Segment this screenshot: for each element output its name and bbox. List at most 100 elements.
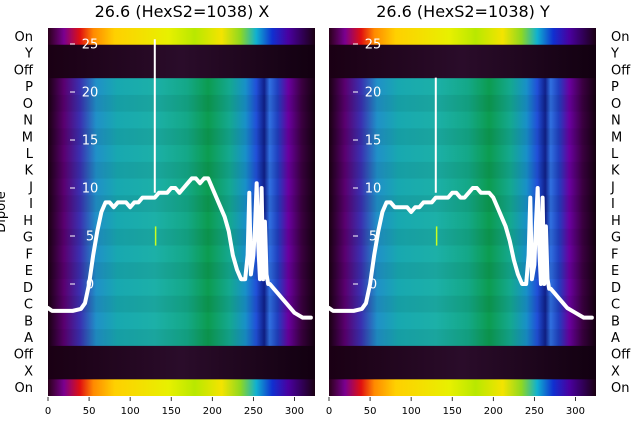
heatmap-area <box>329 28 596 396</box>
row-label: Off <box>611 348 631 363</box>
heatmap-row-shade <box>48 94 315 113</box>
heatmap-row <box>48 212 315 230</box>
heatmap-row <box>329 362 596 380</box>
row-label: O <box>23 97 33 112</box>
row-label: B <box>611 314 620 329</box>
row-label: X <box>24 364 33 379</box>
x-tick-label: 300 <box>285 406 304 417</box>
heatmap-row <box>329 178 596 196</box>
heatmap-row <box>48 379 315 396</box>
overlay-tick-label: 0 <box>86 278 94 293</box>
heatmap-row <box>48 44 315 63</box>
row-label: E <box>611 264 619 279</box>
x-tick-label: 0 <box>326 406 332 417</box>
heatmap-row <box>48 111 315 129</box>
x-tick-label: 300 <box>566 406 585 417</box>
row-label: F <box>26 247 33 262</box>
x-axis-ticks: 0 50 100 150 200 250 300 <box>45 397 304 417</box>
heatmap-row <box>48 145 315 163</box>
x-tick-label: 200 <box>203 406 222 417</box>
panel-x: 26.6 (HexS2=1038) X OnYOffPONMLKJIHGFEDC… <box>0 2 315 417</box>
row-label: F <box>611 247 618 262</box>
row-label: C <box>611 298 620 313</box>
heatmap-row <box>329 61 596 79</box>
heatmap-row <box>329 312 596 330</box>
heatmap-row-shade <box>48 128 315 146</box>
heatmap-row <box>329 379 596 396</box>
x-tick-label: 100 <box>121 406 140 417</box>
row-label: H <box>23 214 33 229</box>
row-label: Off <box>611 63 631 78</box>
trace-line <box>48 176 313 320</box>
panel-title: 26.6 (HexS2=1038) Y <box>376 2 550 21</box>
heatmap-row <box>48 61 315 79</box>
overlay-tick-label: 10 <box>82 182 99 197</box>
heatmap-row <box>329 78 596 96</box>
row-label: P <box>611 80 619 95</box>
row-label: C <box>24 298 33 313</box>
panel-title: 26.6 (HexS2=1038) X <box>95 2 270 21</box>
overlay-tick-label: 10 <box>365 182 382 197</box>
row-label: Y <box>610 47 619 62</box>
heatmap-row <box>48 28 315 46</box>
row-label: E <box>25 264 33 279</box>
heatmap-row <box>329 94 596 113</box>
x-tick-label: 150 <box>443 406 462 417</box>
row-label: H <box>611 214 621 229</box>
row-label: G <box>23 231 33 246</box>
row-label: I <box>29 197 33 212</box>
overlay-tick-label: 15 <box>365 134 382 149</box>
heatmap-row <box>48 245 315 263</box>
overlay-trace <box>48 39 313 320</box>
heatmap-row <box>329 278 596 297</box>
row-label: L <box>26 147 34 162</box>
heatmap-row-shade <box>329 329 596 347</box>
heatmap-row <box>48 312 315 330</box>
overlay-tick-label: 0 <box>369 278 377 293</box>
overlay-trace <box>329 77 594 320</box>
row-label: On <box>15 30 33 45</box>
row-label: N <box>23 114 33 129</box>
row-label: M <box>22 130 33 145</box>
row-label: Off <box>14 348 34 363</box>
heatmap-row-shade <box>48 295 315 314</box>
heatmap-row <box>329 245 596 263</box>
heatmap-row <box>329 161 596 180</box>
row-label: A <box>611 331 620 346</box>
row-label: On <box>15 381 33 396</box>
heatmap-row <box>48 161 315 180</box>
row-label: D <box>23 281 33 296</box>
row-label: D <box>611 281 621 296</box>
heatmap-row-shade <box>329 94 596 113</box>
heatmap-row <box>48 295 315 314</box>
heatmap-row <box>48 78 315 96</box>
row-label: J <box>28 180 33 195</box>
panel-y: 26.6 (HexS2=1038) Y OnYOffPONMLKJIHGFEDC… <box>326 2 631 417</box>
heatmap-row-shade <box>329 161 596 180</box>
heatmap-row <box>329 111 596 129</box>
overlay-tick-label: 20 <box>82 86 99 101</box>
heatmap-row-shade <box>48 195 315 213</box>
overlay-tick-label: 15 <box>82 134 99 149</box>
overlay-tick-label: 25 <box>365 38 382 53</box>
x-tick-label: 250 <box>525 406 544 417</box>
row-label: K <box>611 164 620 179</box>
heatmap-row <box>48 345 315 364</box>
heatmap-row <box>329 329 596 347</box>
heatmap-row-shade <box>329 295 596 314</box>
x-tick-label: 150 <box>162 406 181 417</box>
overlay-tick-label: 20 <box>365 86 382 101</box>
y-axis-label: Dipole <box>0 191 9 232</box>
row-label: I <box>611 197 615 212</box>
row-label: K <box>24 164 33 179</box>
row-label: G <box>611 231 621 246</box>
overlay-tick-label: 25 <box>82 38 99 53</box>
heatmap-row-shade <box>48 161 315 180</box>
row-label: N <box>611 114 621 129</box>
row-label: L <box>611 147 619 162</box>
x-axis-ticks: 0 50 100 150 200 250 300 <box>326 397 585 417</box>
heatmap-row-shade <box>48 329 315 347</box>
row-label: Y <box>24 47 33 62</box>
overlay-y-ticks: 25 20 15 10 5 0 <box>353 38 381 293</box>
